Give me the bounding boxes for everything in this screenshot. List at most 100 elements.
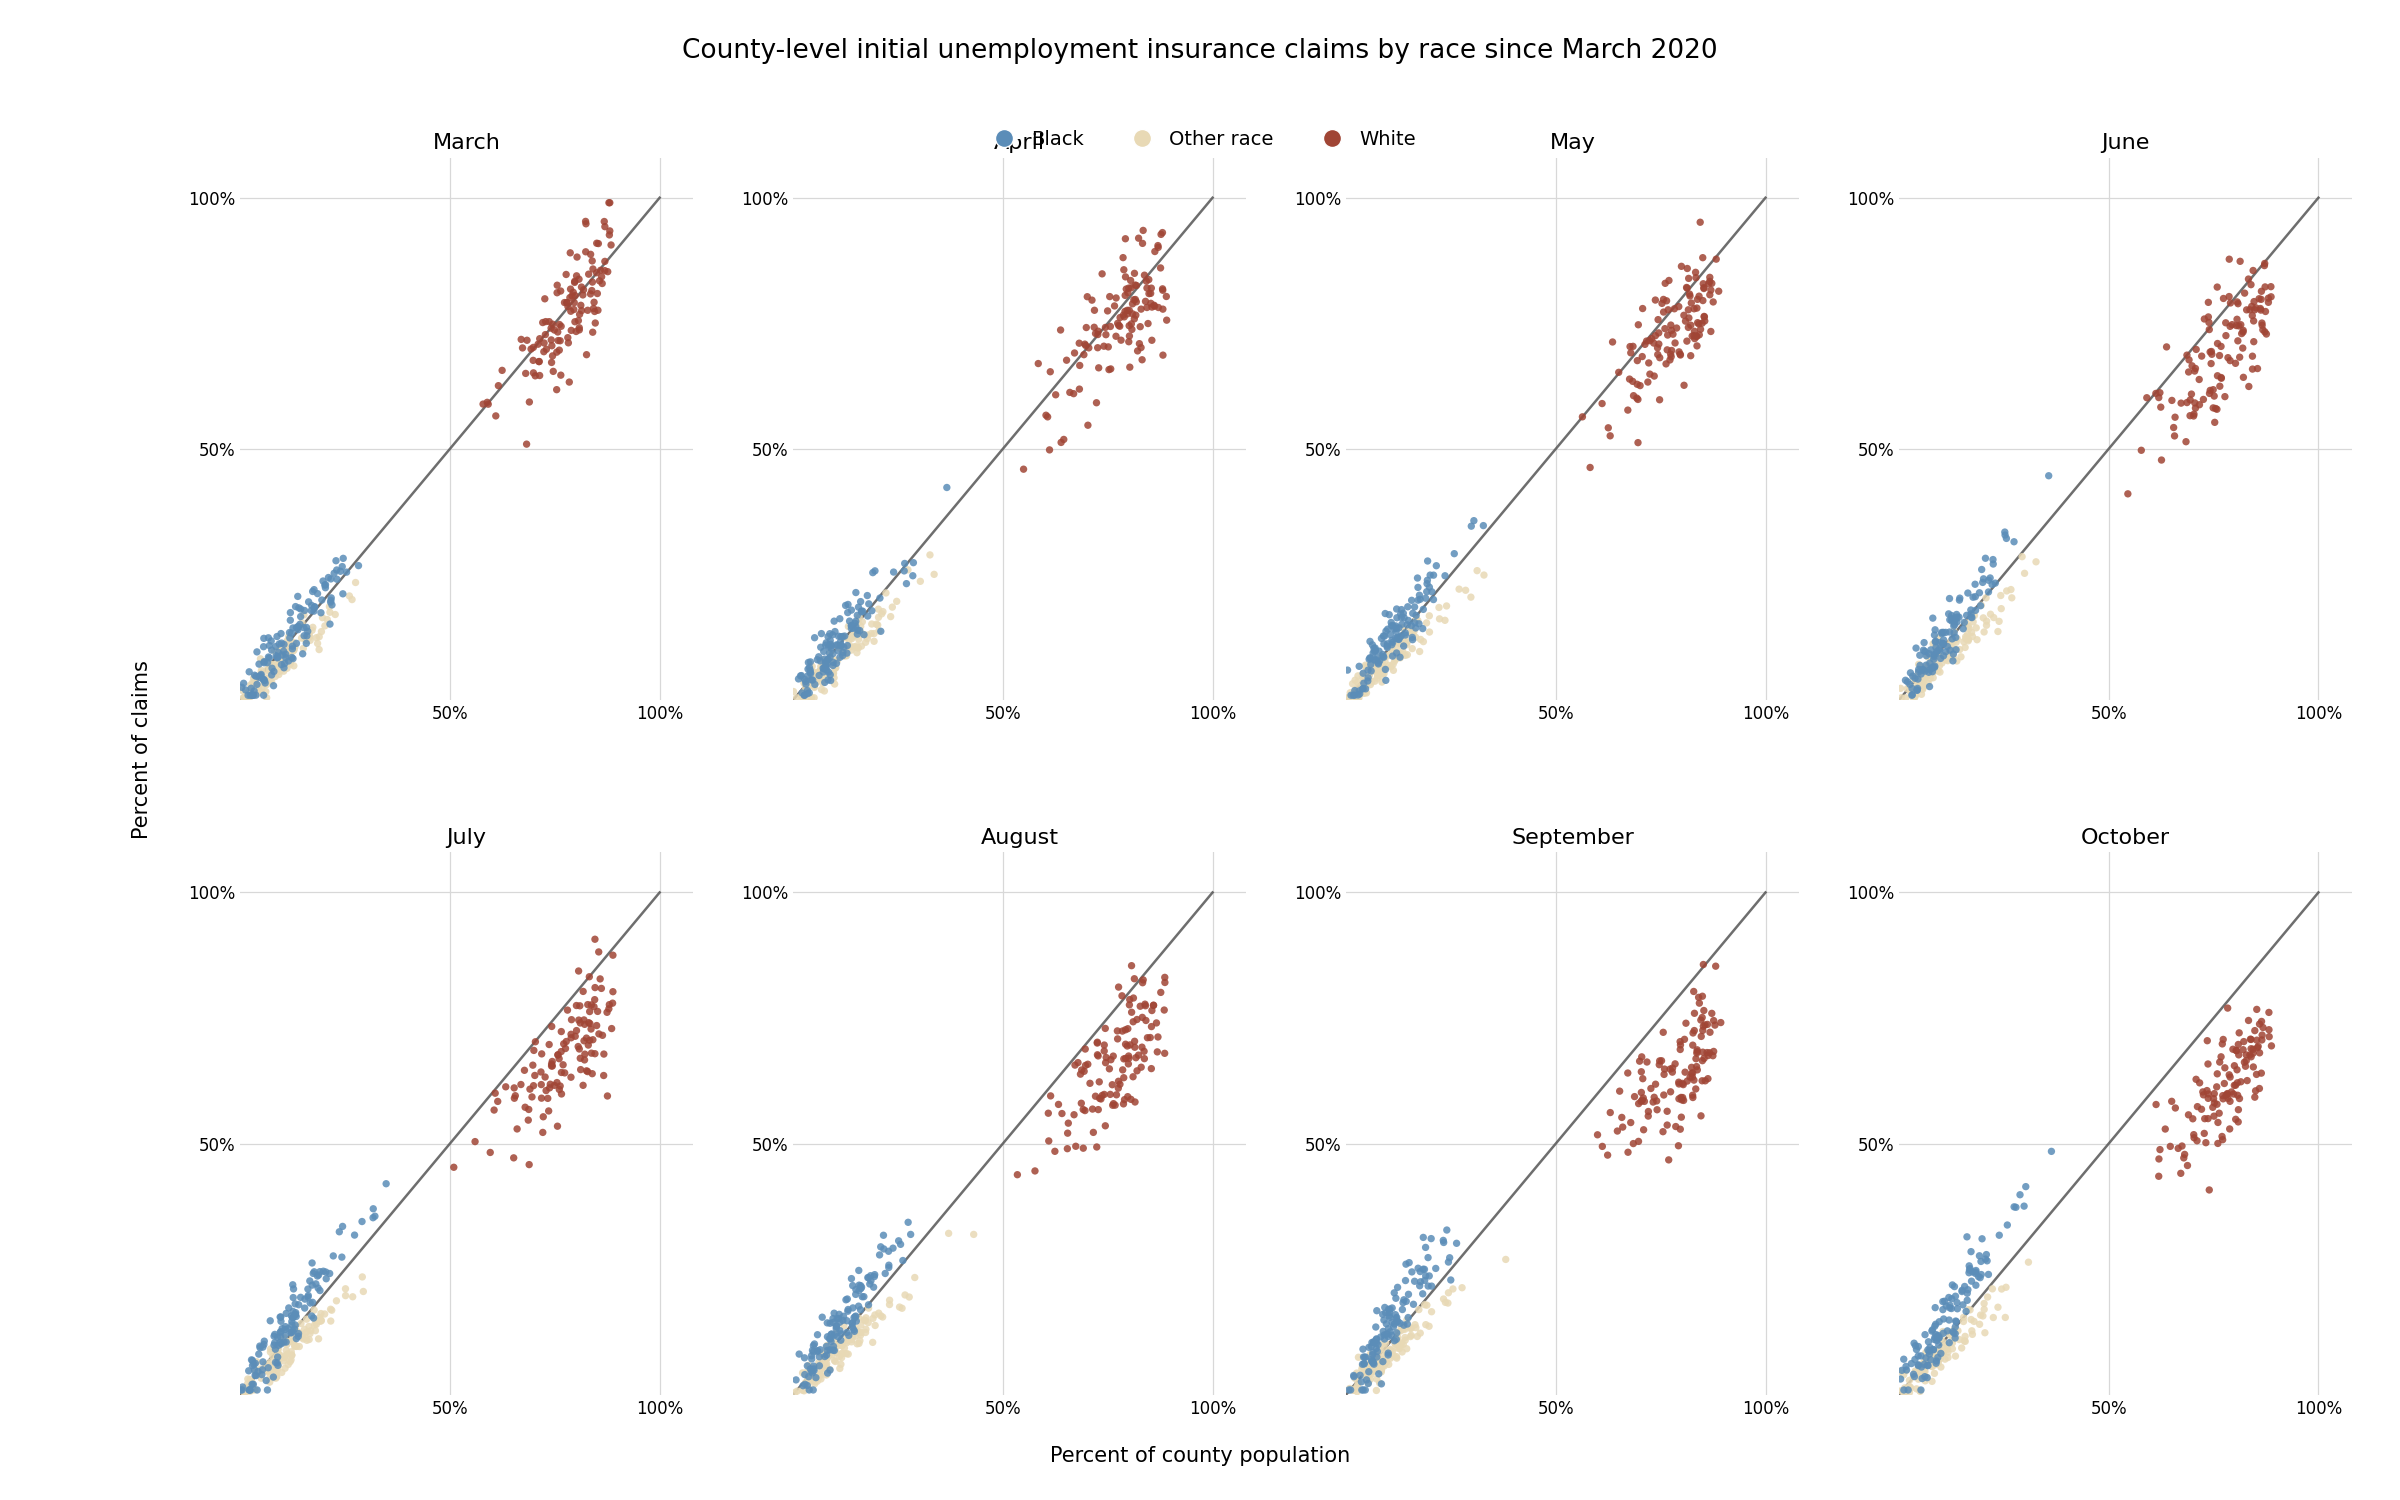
Point (343, 1209, 382, 1233)
Point (1126, 290, 1164, 314)
Point (245, 1329, 283, 1353)
Point (1922, 1326, 1961, 1350)
Point (242, 1358, 281, 1382)
Point (1918, 634, 1956, 658)
Point (1908, 1338, 1946, 1362)
Point (2239, 1013, 2278, 1036)
Point (792, 658, 830, 682)
Point (259, 663, 298, 687)
Point (854, 621, 893, 645)
Point (1090, 285, 1128, 309)
Point (302, 602, 341, 625)
Point (1387, 1290, 1426, 1314)
Point (1608, 1140, 1646, 1164)
Point (2194, 378, 2232, 402)
Point (1670, 1065, 1709, 1089)
Point (1934, 1330, 1973, 1354)
Point (1116, 966, 1154, 990)
Text: Percent of claims: Percent of claims (132, 660, 151, 840)
Point (583, 1023, 622, 1047)
Point (1690, 1066, 1728, 1090)
Point (1630, 370, 1668, 394)
Point (535, 1074, 574, 1098)
Point (826, 639, 864, 663)
Point (1678, 1058, 1716, 1082)
Point (278, 618, 317, 642)
Point (2215, 1082, 2254, 1106)
Point (1030, 438, 1068, 462)
Point (1358, 1346, 1397, 1370)
Point (1387, 1336, 1426, 1360)
Point (1337, 1380, 1375, 1404)
Point (274, 1320, 312, 1344)
Point (1356, 1328, 1394, 1352)
Point (552, 1008, 590, 1032)
Point (2210, 285, 2249, 309)
Point (1920, 639, 1958, 663)
Point (1402, 1260, 1440, 1284)
Point (1392, 588, 1430, 612)
Point (1382, 642, 1421, 666)
Point (842, 1320, 881, 1344)
Point (1123, 968, 1162, 992)
Point (857, 1314, 895, 1338)
Point (312, 1298, 350, 1322)
Point (2227, 1048, 2266, 1072)
Point (1358, 1348, 1397, 1372)
Point (1951, 1258, 1990, 1282)
Point (1891, 680, 1930, 703)
Point (521, 327, 559, 351)
Point (1594, 330, 1632, 354)
Point (840, 1320, 878, 1344)
Point (1910, 1347, 1949, 1371)
Point (2218, 1083, 2256, 1107)
Point (302, 620, 341, 644)
Point (1678, 324, 1716, 348)
Point (252, 656, 290, 680)
Point (859, 1300, 898, 1324)
Point (806, 633, 845, 657)
Point (792, 1360, 830, 1384)
Point (1356, 1316, 1394, 1340)
Point (252, 658, 290, 682)
Point (530, 309, 569, 333)
Point (2194, 1104, 2232, 1128)
Point (557, 320, 595, 344)
Point (562, 294, 600, 318)
Point (2004, 1194, 2042, 1218)
Point (274, 1330, 312, 1354)
Point (2215, 1074, 2254, 1098)
Point (1354, 1356, 1392, 1380)
Point (838, 580, 876, 604)
Point (2218, 290, 2256, 314)
Point (1130, 282, 1169, 306)
Point (1687, 1013, 1726, 1036)
Point (799, 666, 838, 690)
Point (1361, 639, 1399, 663)
Point (494, 1076, 533, 1100)
Point (1397, 1312, 1435, 1336)
Point (833, 614, 871, 638)
Point (2234, 1054, 2273, 1078)
Point (295, 1260, 334, 1284)
Point (1339, 664, 1378, 688)
Point (482, 358, 521, 382)
Point (1334, 1364, 1373, 1388)
Point (266, 1323, 305, 1347)
Point (1409, 572, 1447, 596)
Point (552, 318, 590, 342)
Point (838, 1310, 876, 1334)
Point (1423, 1287, 1462, 1311)
Point (288, 632, 326, 656)
Point (1102, 306, 1140, 330)
Point (1363, 642, 1402, 666)
Point (266, 644, 305, 668)
Point (1142, 220, 1181, 245)
Point (271, 1350, 310, 1374)
Point (1337, 1360, 1375, 1384)
Point (1882, 1378, 1920, 1402)
Point (2174, 1122, 2213, 1146)
Point (266, 1317, 305, 1341)
Point (1934, 608, 1973, 631)
Point (242, 1358, 281, 1382)
